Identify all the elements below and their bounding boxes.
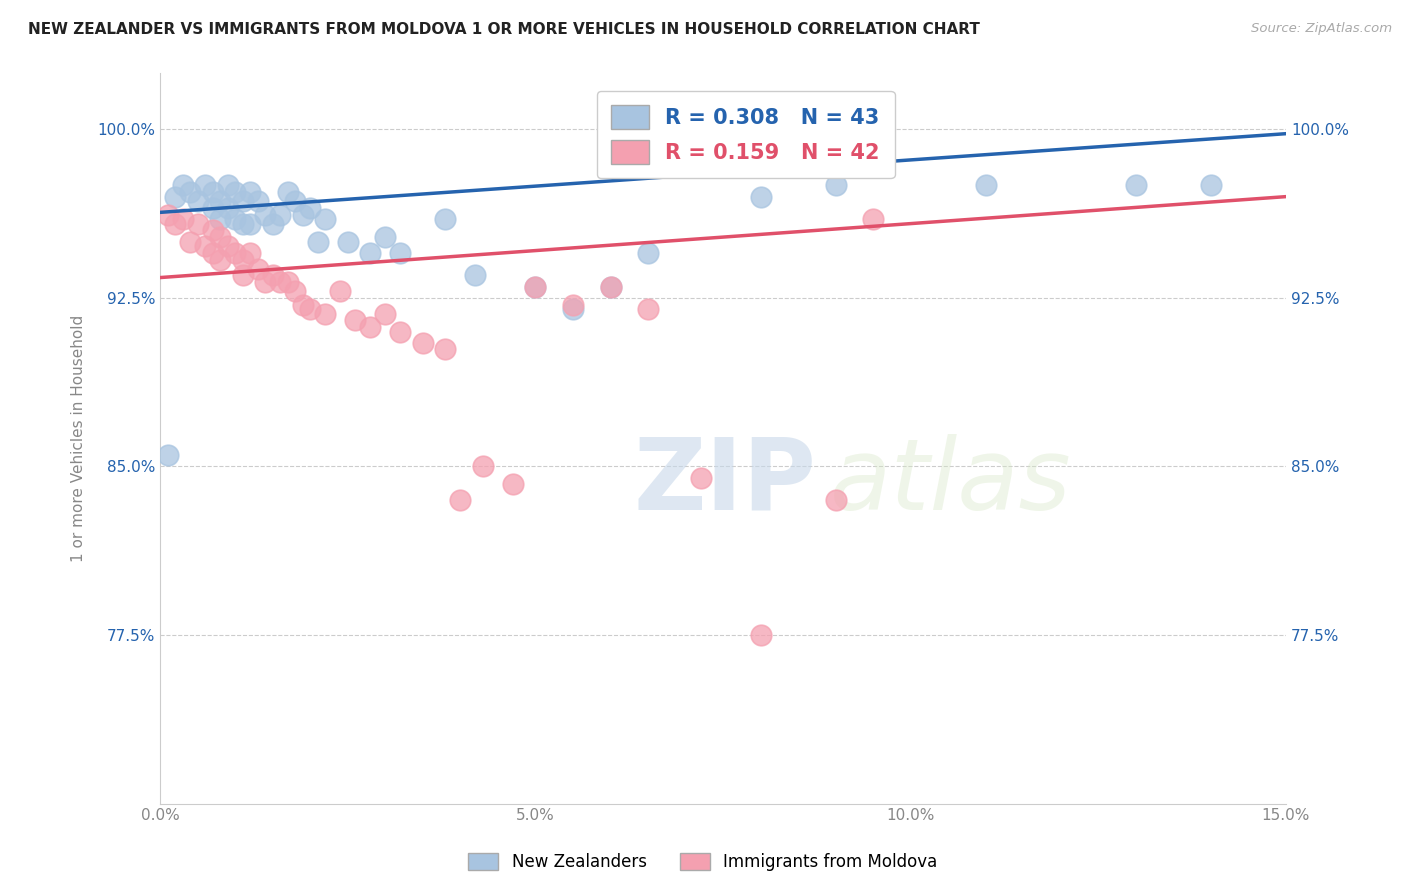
Point <box>201 185 224 199</box>
Point <box>1199 178 1222 193</box>
Point <box>599 279 621 293</box>
Point <box>299 301 322 316</box>
Point <box>179 185 201 199</box>
Point <box>524 279 547 293</box>
Point <box>232 252 254 267</box>
Point <box>434 343 457 357</box>
Point <box>344 313 367 327</box>
Point <box>314 212 336 227</box>
Point <box>291 297 314 311</box>
Point <box>637 301 659 316</box>
Text: atlas: atlas <box>830 434 1071 531</box>
Point <box>262 268 284 283</box>
Point <box>165 189 187 203</box>
Point <box>262 217 284 231</box>
Point <box>689 470 711 484</box>
Point <box>329 284 352 298</box>
Point <box>232 268 254 283</box>
Point <box>291 208 314 222</box>
Point <box>277 275 299 289</box>
Point <box>179 235 201 249</box>
Point <box>412 335 434 350</box>
Point <box>156 208 179 222</box>
Point <box>201 223 224 237</box>
Point <box>374 306 396 320</box>
Point <box>749 189 772 203</box>
Point <box>599 279 621 293</box>
Text: NEW ZEALANDER VS IMMIGRANTS FROM MOLDOVA 1 OR MORE VEHICLES IN HOUSEHOLD CORRELA: NEW ZEALANDER VS IMMIGRANTS FROM MOLDOVA… <box>28 22 980 37</box>
Point <box>217 201 239 215</box>
Point <box>277 185 299 199</box>
Point <box>562 301 585 316</box>
Point <box>209 230 232 244</box>
Point <box>389 325 412 339</box>
Point <box>336 235 359 249</box>
Point <box>224 245 246 260</box>
Point <box>217 239 239 253</box>
Point <box>974 178 997 193</box>
Point <box>224 212 246 227</box>
Legend: New Zealanders, Immigrants from Moldova: New Zealanders, Immigrants from Moldova <box>460 845 946 880</box>
Point <box>172 178 194 193</box>
Point <box>209 194 232 208</box>
Point <box>239 245 262 260</box>
Point <box>824 493 846 508</box>
Point <box>284 284 307 298</box>
Point <box>749 628 772 642</box>
Point <box>217 178 239 193</box>
Point <box>359 320 381 334</box>
Point <box>209 252 232 267</box>
Point <box>502 477 524 491</box>
Point <box>314 306 336 320</box>
Point <box>239 185 262 199</box>
Point <box>254 208 277 222</box>
Point <box>187 217 209 231</box>
Point <box>269 275 291 289</box>
Point <box>165 217 187 231</box>
Point <box>246 194 269 208</box>
Text: ZIP: ZIP <box>633 434 815 531</box>
Point <box>824 178 846 193</box>
Point <box>862 212 884 227</box>
Point <box>172 212 194 227</box>
Point <box>209 212 232 227</box>
Point <box>232 194 254 208</box>
Point <box>449 493 471 508</box>
Y-axis label: 1 or more Vehicles in Household: 1 or more Vehicles in Household <box>72 315 86 562</box>
Point <box>307 235 329 249</box>
Point <box>224 185 246 199</box>
Point <box>374 230 396 244</box>
Point <box>246 261 269 276</box>
Point <box>194 178 217 193</box>
Point <box>359 245 381 260</box>
Point <box>284 194 307 208</box>
Point <box>389 245 412 260</box>
Point <box>299 201 322 215</box>
Point <box>269 208 291 222</box>
Point <box>1125 178 1147 193</box>
Point <box>201 245 224 260</box>
Point <box>194 239 217 253</box>
Point <box>254 275 277 289</box>
Point <box>434 212 457 227</box>
Point <box>464 268 486 283</box>
Point <box>562 297 585 311</box>
Point <box>239 217 262 231</box>
Point <box>524 279 547 293</box>
Text: Source: ZipAtlas.com: Source: ZipAtlas.com <box>1251 22 1392 36</box>
Point <box>187 194 209 208</box>
Point <box>471 459 494 474</box>
Point <box>156 448 179 462</box>
Point <box>232 217 254 231</box>
Legend: R = 0.308   N = 43, R = 0.159   N = 42: R = 0.308 N = 43, R = 0.159 N = 42 <box>596 91 894 178</box>
Point <box>201 201 224 215</box>
Point <box>637 245 659 260</box>
